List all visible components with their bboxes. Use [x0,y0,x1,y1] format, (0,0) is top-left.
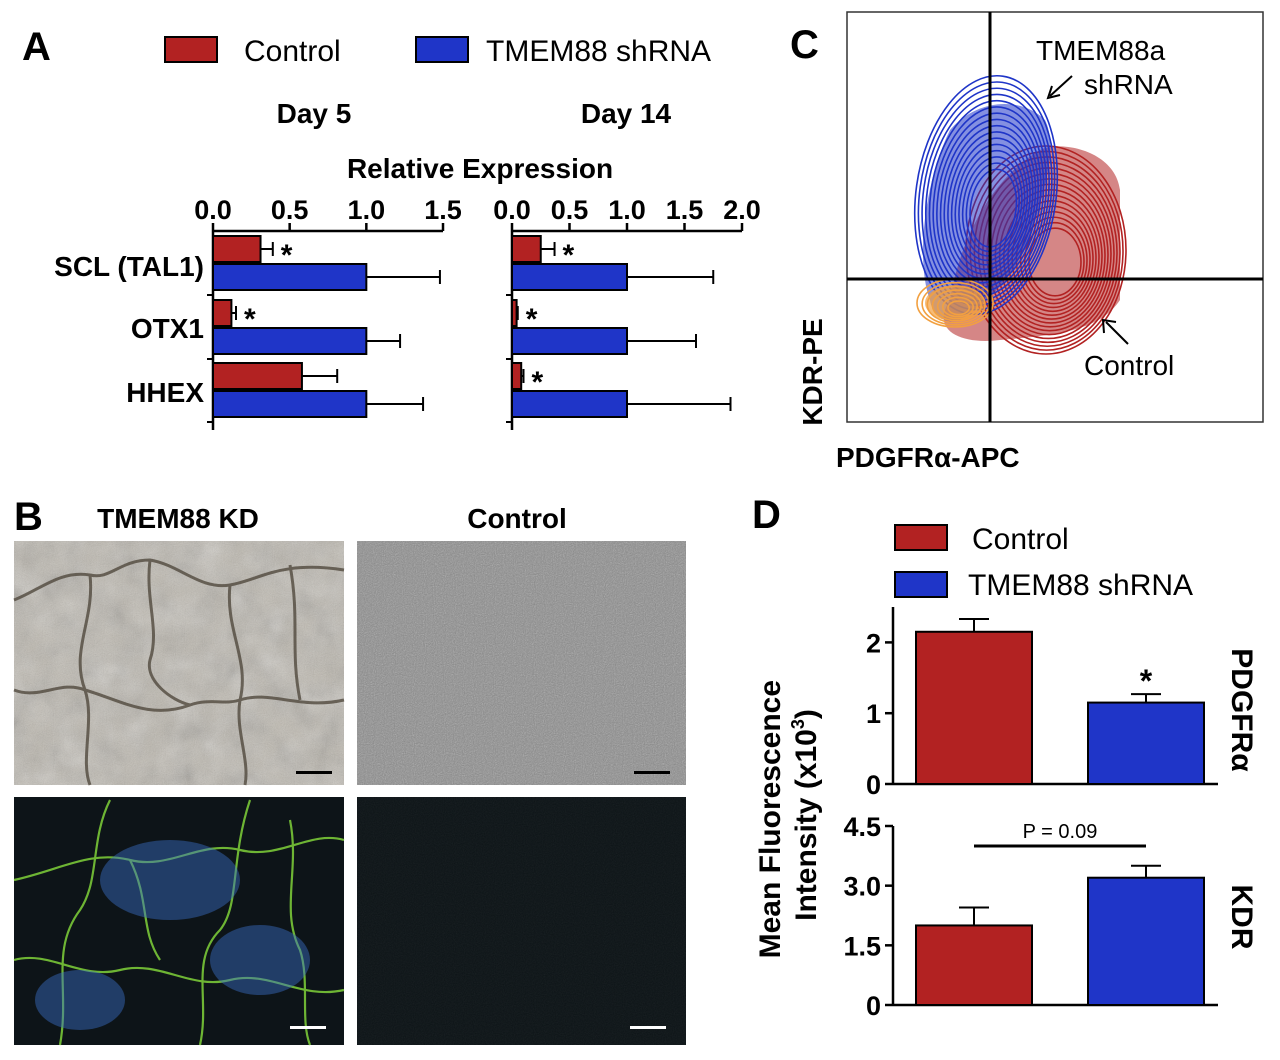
day5-subtitle: Day 5 [277,98,352,129]
y-tick-label: 3.0 [843,872,881,902]
annot-shrna-line2: shRNA [1084,69,1173,100]
bar-control [915,630,1033,786]
bar-shrna-2 [212,390,368,418]
panel-d-ylabel: Mean Fluorescence Intensity (x103) [754,672,823,959]
bar-control-0 [212,235,262,263]
bar-shrna [1087,876,1205,1007]
scalebar-control-fluorescence [630,1026,666,1029]
legend-a-control-label: Control [244,35,341,68]
orange-overlap-contours [916,278,994,328]
x-tick-label: 0.5 [271,195,309,225]
micrograph-fluorescence-control [357,797,686,1045]
x-tick-label: 0.0 [493,195,531,225]
bar-shrna-0 [212,263,368,291]
panel-d-ylabel-line1: Mean Fluorescence [754,680,787,958]
relative-expression-title: Relative Expression [347,153,613,184]
overlap-density-fill [925,285,985,321]
bar-control-2 [511,362,523,390]
flow-xlabel: PDGFRα-APC [836,442,1020,473]
y-tick-label: 0 [866,770,881,800]
y-tick-label: 0 [866,991,881,1021]
day14-subtitle: Day 14 [581,98,672,129]
bar-control [915,924,1033,1007]
legend-d: Control TMEM88 shRNA [894,523,1193,602]
panel-label-b: B [14,495,43,539]
flow-plot: TMEM88a shRNA Control [846,11,1264,423]
bar-shrna-1 [511,327,628,355]
panel-label-c: C [790,23,819,67]
legend-a: Control TMEM88 shRNA [164,35,711,68]
chart-pdgfra: 0 1 2 * [866,607,1218,800]
category-labels-a: SCL (TAL1) OTX1 HHEX [54,251,204,408]
arrow-shrna [1046,75,1073,100]
panel-d-ylabel-line2: Intensity (x103) [788,709,823,921]
bar-control-2 [212,362,303,390]
legend-d-control-swatch [894,524,948,551]
image-label-tmem88-kd: TMEM88 KD [97,503,259,534]
panel-label-d: D [752,493,781,537]
chart-day5: 0.0 0.5 1.0 1.5** [194,195,462,430]
chart-kdr: 0 1.5 3.0 4.5 P = 0.09 [843,812,1218,1021]
annot-shrna-line1: TMEM88a [1036,35,1166,66]
micrograph-brightfield-kd [13,541,345,786]
y-tick-label: 1.5 [843,931,881,961]
micrograph-fluorescence-kd [13,797,345,1046]
y-tick-label: 2 [866,628,881,658]
legend-a-shrna-swatch [415,36,469,63]
shrna-density-fill [922,103,1051,322]
chart-day14: 0.0 0.5 1.0 1.5 2.0*** [493,195,761,430]
bar-shrna-1 [212,327,368,355]
scalebar-kd-fluorescence [290,1026,326,1029]
x-tick-label: 1.0 [608,195,646,225]
category-label-hhex: HHEX [126,377,204,408]
x-tick-label: 1.5 [424,195,462,225]
p-value-label: P = 0.09 [1023,821,1098,843]
significance-star: * [1140,663,1153,699]
bar-control-0 [511,235,542,263]
bar-shrna-0 [511,263,628,291]
image-label-control: Control [467,503,567,534]
annot-control: Control [1084,350,1174,381]
scalebar-control-brightfield [634,771,670,774]
x-tick-label: 1.5 [666,195,704,225]
arrow-control [1101,318,1129,345]
x-tick-label: 1.0 [348,195,386,225]
bar-shrna [1087,701,1205,786]
bar-control-1 [511,299,518,327]
legend-d-control-label: Control [972,523,1069,556]
y-tick-label: 4.5 [843,812,881,842]
legend-d-shrna-swatch [894,571,948,598]
panel-label-a: A [22,25,51,69]
pdgfra-side-label: PDGFRα [1225,648,1258,772]
y-tick-label: 1 [866,699,881,729]
flow-ylabel: KDR-PE [797,318,828,425]
x-tick-label: 2.0 [723,195,761,225]
category-label-scl: SCL (TAL1) [54,251,204,282]
legend-d-shrna-label: TMEM88 shRNA [968,569,1193,602]
bar-control-1 [212,299,233,327]
legend-a-control-swatch [164,36,218,63]
kdr-side-label: KDR [1225,885,1258,950]
legend-a-shrna-label: TMEM88 shRNA [486,35,711,68]
micrograph-brightfield-control [357,541,686,785]
x-tick-label: 0.0 [194,195,232,225]
bar-shrna-2 [511,390,628,418]
x-tick-label: 0.5 [551,195,589,225]
category-label-otx1: OTX1 [131,313,204,344]
scalebar-kd-brightfield [296,771,332,774]
